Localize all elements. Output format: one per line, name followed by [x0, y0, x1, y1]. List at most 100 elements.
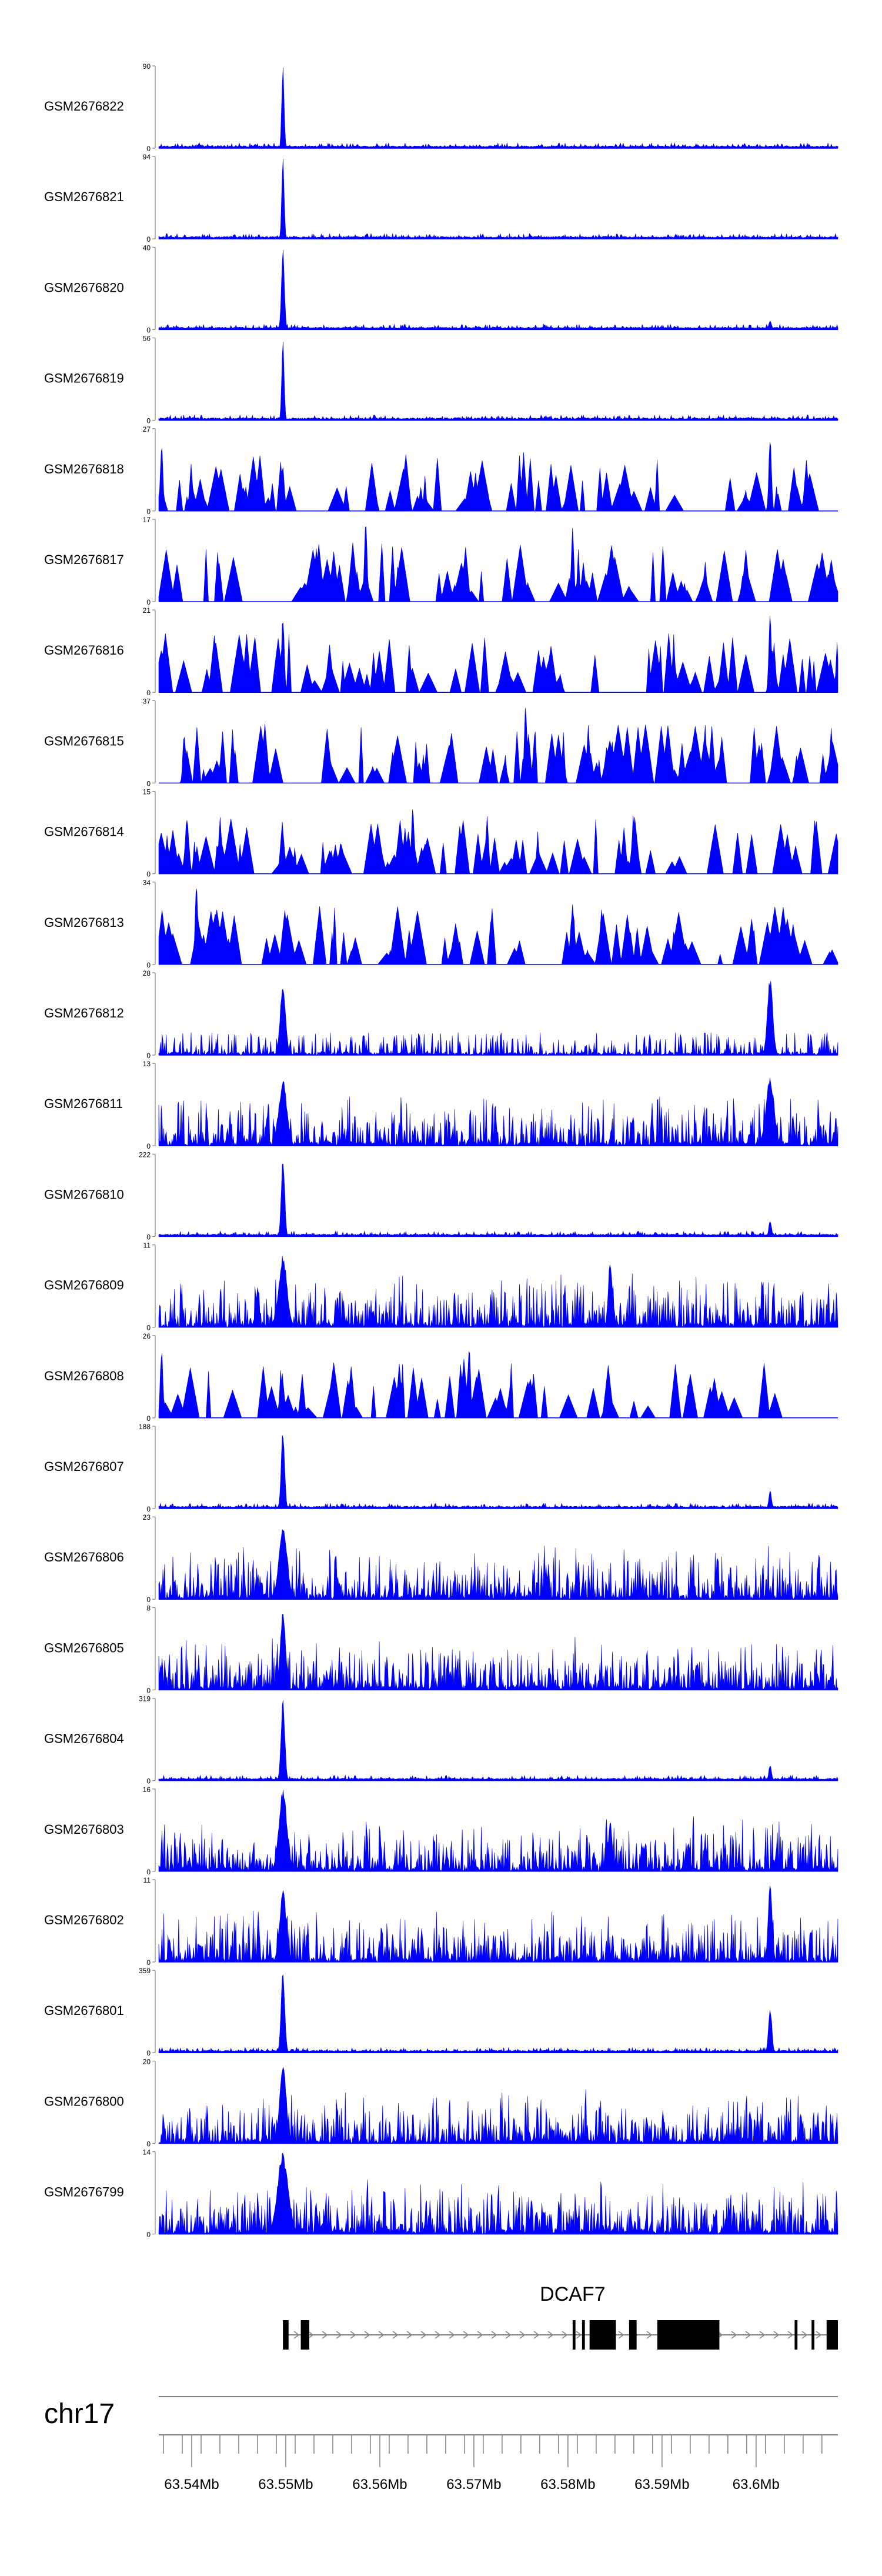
track-signal-area	[158, 809, 838, 874]
track-ymin-label: 0	[146, 2049, 151, 2057]
track-GSM2676822: GSM2676822 90 0	[44, 62, 838, 153]
gene-exon	[811, 2320, 815, 2350]
track-ymin-label: 0	[146, 1142, 151, 1150]
track-sample-label: GSM2676819	[44, 371, 124, 386]
strand-arrow	[322, 2331, 328, 2339]
track-sample-label: GSM2676820	[44, 280, 124, 295]
track-GSM2676817: GSM2676817 17 0	[44, 516, 838, 606]
track-ymax-label: 27	[143, 425, 151, 433]
track-ymin-label: 0	[146, 326, 151, 334]
track-ymin-label: 0	[146, 2231, 151, 2239]
strand-arrow	[378, 2331, 385, 2339]
track-ymin-label: 0	[146, 1052, 151, 1060]
track-GSM2676808: GSM2676808 26 0	[44, 1332, 838, 1423]
track-GSM2676813: GSM2676813 34 0	[44, 879, 838, 969]
track-ymax-label: 21	[143, 606, 151, 615]
strand-arrow	[477, 2331, 483, 2339]
track-GSM2676820: GSM2676820 40 0	[44, 243, 838, 334]
strand-arrow	[350, 2331, 356, 2339]
track-signal-area	[159, 708, 838, 784]
track-signal-area	[158, 249, 838, 330]
track-ymin-label: 0	[146, 2140, 151, 2148]
track-ymax-label: 90	[143, 62, 151, 71]
track-sample-label: GSM2676821	[44, 189, 124, 204]
gene-exon	[582, 2320, 585, 2350]
track-ymin-label: 0	[146, 1686, 151, 1694]
track-GSM2676810: GSM2676810 222 0	[44, 1150, 838, 1241]
track-signal-area	[158, 442, 838, 512]
strand-arrow	[618, 2331, 624, 2339]
strand-arrow	[816, 2331, 822, 2339]
track-sample-label: GSM2676805	[44, 1640, 124, 1655]
track-sample-label: GSM2676799	[44, 2185, 124, 2200]
strand-arrow	[801, 2331, 808, 2339]
track-signal-area	[158, 341, 838, 421]
track-ymin-label: 0	[146, 417, 151, 425]
track-sample-label: GSM2676809	[44, 1278, 124, 1293]
strand-arrow	[491, 2331, 497, 2339]
track-sample-label: GSM2676815	[44, 733, 124, 748]
strand-arrow	[505, 2331, 512, 2339]
track-ymin-label: 0	[146, 1324, 151, 1332]
track-signal-area	[158, 1529, 838, 1600]
track-ymax-label: 319	[139, 1695, 151, 1703]
track-ymax-label: 188	[139, 1423, 151, 1431]
track-ymax-label: 14	[143, 2148, 151, 2157]
track-signal-area	[158, 1974, 838, 2053]
track-ymax-label: 359	[139, 1967, 151, 1975]
track-ymin-label: 0	[146, 689, 151, 697]
track-ymax-label: 94	[143, 153, 151, 161]
track-GSM2676799: GSM2676799 14 0	[44, 2148, 838, 2239]
track-sample-label: GSM2676813	[44, 915, 124, 930]
track-ymax-label: 13	[143, 1060, 151, 1068]
strand-arrow	[406, 2331, 413, 2339]
strand-arrow	[745, 2331, 751, 2339]
gene-exon	[826, 2320, 838, 2350]
track-signal-area	[158, 67, 838, 149]
track-ymin-label: 0	[146, 1596, 151, 1604]
track-ymax-label: 8	[146, 1604, 151, 1612]
gene-exon	[589, 2320, 616, 2350]
track-ymax-label: 20	[143, 2057, 151, 2066]
track-sample-label: GSM2676806	[44, 1550, 124, 1564]
gene-model-track: DCAF7	[283, 2283, 838, 2350]
axis-tick-label: 63.59Mb	[634, 2477, 689, 2492]
track-signal-area	[158, 1700, 838, 1781]
genome-axis: chr17 63.54Mb 63.55Mb 63.56Mb 63.57Mb 63.58M…	[44, 2396, 838, 2492]
strand-arrow	[533, 2331, 540, 2339]
track-ymax-label: 16	[143, 1786, 151, 1794]
track-sample-label: GSM2676807	[44, 1459, 124, 1474]
strand-arrow	[392, 2331, 399, 2339]
track-sample-label: GSM2676801	[44, 2003, 124, 2018]
track-sample-label: GSM2676822	[44, 99, 124, 114]
track-signal-area	[158, 526, 838, 602]
strand-arrow	[787, 2331, 794, 2339]
track-signal-area	[158, 1163, 838, 1237]
track-signal-area	[158, 888, 838, 965]
track-sample-label: GSM2676816	[44, 643, 124, 658]
track-GSM2676814: GSM2676814 15 0	[44, 788, 838, 879]
track-sample-label: GSM2676814	[44, 825, 124, 839]
chromosome-label: chr17	[44, 2398, 115, 2430]
track-sample-label: GSM2676808	[44, 1369, 124, 1383]
track-ymin-label: 0	[146, 870, 151, 879]
track-sample-label: GSM2676802	[44, 1913, 124, 1927]
track-ymin-label: 0	[146, 1505, 151, 1513]
track-GSM2676809: GSM2676809 11 0	[44, 1242, 838, 1332]
strand-arrow	[646, 2331, 653, 2339]
axis-tick-label: 63.54Mb	[164, 2477, 219, 2492]
track-GSM2676806: GSM2676806 23 0	[44, 1513, 838, 1604]
track-GSM2676821: GSM2676821 94 0	[44, 153, 838, 243]
track-GSM2676815: GSM2676815 37 0	[44, 697, 838, 788]
strand-arrow	[773, 2331, 780, 2339]
track-sample-label: GSM2676812	[44, 1006, 124, 1020]
track-GSM2676816: GSM2676816 21 0	[44, 606, 838, 697]
track-ymin-label: 0	[146, 779, 151, 788]
track-ymin-label: 0	[146, 598, 151, 606]
track-ymax-label: 17	[143, 516, 151, 524]
track-ymin-label: 0	[146, 1233, 151, 1241]
track-signal-area	[158, 2067, 838, 2144]
track-GSM2676818: GSM2676818 27 0	[44, 425, 838, 516]
track-ymax-label: 15	[143, 788, 151, 796]
gene-exon	[657, 2320, 720, 2350]
